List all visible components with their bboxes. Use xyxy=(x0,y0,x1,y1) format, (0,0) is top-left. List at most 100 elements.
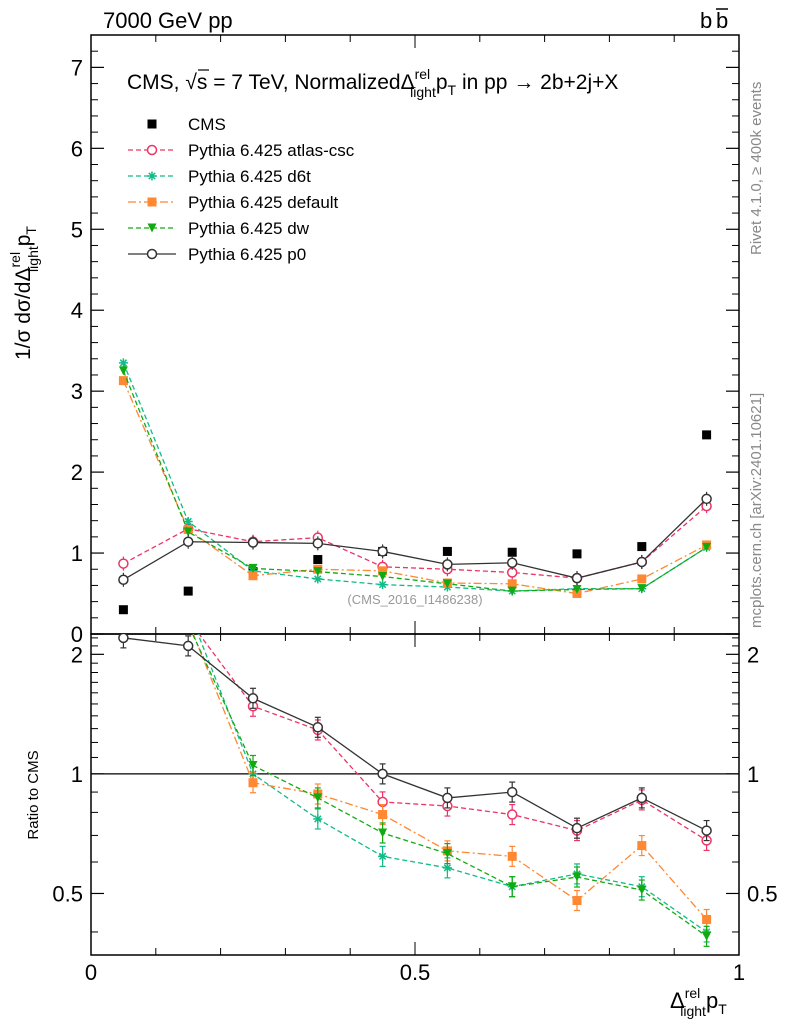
main-point-3-2 xyxy=(248,571,258,581)
ylabel-sub: light xyxy=(25,246,41,272)
main-point-5-3 xyxy=(312,538,324,549)
ratio-point-3-5 xyxy=(442,849,452,859)
header-process: b b xyxy=(700,8,728,33)
main-ytick-label-6: 6 xyxy=(71,136,83,161)
ratio-point-4-7 xyxy=(571,822,583,834)
main-point-4-7 xyxy=(572,584,582,594)
legend-marker-4 xyxy=(147,223,157,233)
main-point-5-9 xyxy=(701,493,712,505)
ratio-point-4-2 xyxy=(247,693,259,704)
main-point-1-0 xyxy=(118,558,129,569)
legend-entry-3: Pythia 6.425 default xyxy=(128,193,339,212)
main-series-line-4 xyxy=(122,370,707,592)
ratio-point-2-4 xyxy=(378,810,388,820)
main-series-4 xyxy=(118,366,712,596)
ratio-point-0-6 xyxy=(506,809,518,820)
main-point-3-8 xyxy=(637,574,647,584)
main-point-5-7 xyxy=(571,572,583,584)
ratio-data-layer xyxy=(118,634,712,947)
legend-label-3: Pythia 6.425 default xyxy=(188,193,339,212)
xlabel-sub: light xyxy=(680,1003,706,1019)
header-process-bbar: b xyxy=(716,8,728,33)
title-p: p xyxy=(436,71,448,94)
main-point-2-0-d2 xyxy=(119,359,128,367)
ratio-point-3-7 xyxy=(572,872,582,882)
main-point-4-4 xyxy=(378,572,388,582)
ratio-ytick-label-right-1: 1 xyxy=(747,762,759,787)
main-ytick-label-4: 4 xyxy=(71,298,83,323)
ratio-point-4-1 xyxy=(182,640,194,652)
ylabel-p: p xyxy=(12,235,35,247)
ratio-point-1-5 xyxy=(442,863,452,873)
xlabel-delta: Δ xyxy=(670,988,685,1013)
main-point-0-5 xyxy=(442,546,452,556)
main-point-4-9 xyxy=(702,542,712,552)
main-point-2-1 xyxy=(183,516,193,526)
legend-label-0: CMS xyxy=(188,115,226,134)
legend-label-2: Pythia 6.425 d6t xyxy=(188,167,311,186)
legend-entry-1: Pythia 6.425 atlas-csc xyxy=(128,141,355,160)
main-point-4-6 xyxy=(507,586,517,596)
main-point-2-4-d2 xyxy=(378,580,387,589)
main-ytick-label-5: 5 xyxy=(71,217,83,242)
ratio-series-line-3 xyxy=(191,634,707,937)
ratio-ylabel: Ratio to CMS xyxy=(25,750,42,839)
ylabel-p-sub: T xyxy=(23,226,39,235)
main-point-4-8 xyxy=(637,584,647,594)
legend-label-1: Pythia 6.425 atlas-csc xyxy=(188,141,355,160)
main-point-2-4 xyxy=(378,580,388,590)
main-series-line-2 xyxy=(122,362,707,592)
main-axes: 0 1 2 3 4 5 6 7 xyxy=(71,34,740,647)
ylabel-main: 1/σ dσ/dΔ xyxy=(12,268,35,361)
title-s-part: s = 7 TeV, Normalized xyxy=(197,71,401,94)
legend-label-4: Pythia 6.425 dw xyxy=(188,219,310,238)
ratio-series-0 xyxy=(198,634,712,852)
ratio-point-1-5-d2 xyxy=(443,864,452,872)
header-process-b: b xyxy=(700,8,712,33)
main-point-4-2 xyxy=(248,563,258,573)
main-point-5-0 xyxy=(118,574,129,586)
ratio-point-3-3 xyxy=(313,793,323,803)
ratio-point-3-2 xyxy=(248,760,258,770)
xlabel-sup: rel xyxy=(685,985,701,1001)
ratio-ytick-label-2: 2 xyxy=(71,642,83,667)
main-series-line-1 xyxy=(123,505,708,579)
main-point-0-3 xyxy=(313,555,323,565)
ratio-series-line-4 xyxy=(123,637,707,832)
ratio-point-3-9 xyxy=(702,931,712,941)
ratio-axes: 0.5 0.5 1 1 2 2 0 0.5 1 xyxy=(52,634,778,985)
title-sqrt: √ xyxy=(185,71,197,94)
main-point-0-7 xyxy=(572,549,582,559)
ratio-point-4-8 xyxy=(636,792,648,804)
main-point-5-2 xyxy=(247,537,259,548)
main-point-4-5 xyxy=(442,579,452,589)
main-point-2-3 xyxy=(313,574,323,584)
main-point-5-4 xyxy=(377,546,388,557)
legend: CMS Pythia 6.425 atlas-csc Pythia 6.425 d6… xyxy=(128,115,355,264)
main-series-0 xyxy=(118,430,712,615)
ratio-point-2-9 xyxy=(702,914,712,924)
ratio-point-2-8 xyxy=(637,841,647,851)
main-point-5-1 xyxy=(182,536,194,547)
ratio-series-line-2 xyxy=(192,634,708,920)
ratio-point-4-4 xyxy=(377,768,388,780)
ratio-series-2 xyxy=(192,634,712,931)
main-point-4-0 xyxy=(118,366,128,376)
legend-marker-2 xyxy=(147,171,157,181)
legend-label-5: Pythia 6.425 p0 xyxy=(188,245,306,264)
ratio-point-4-0 xyxy=(118,634,129,644)
title-sup: rel xyxy=(415,66,431,82)
legend-marker-1 xyxy=(146,144,158,156)
ratio-series-line-1 xyxy=(197,634,707,933)
title-prefix: CMS, xyxy=(127,71,185,94)
legend-marker-3 xyxy=(147,197,157,207)
ratio-point-3-8 xyxy=(637,885,647,895)
main-point-0-1 xyxy=(183,586,193,596)
title-suffix: in pp → 2b+2j+X xyxy=(456,71,618,94)
main-point-4-3 xyxy=(313,567,323,577)
ylabel-sup: rel xyxy=(7,252,23,268)
ratio-point-4-6 xyxy=(506,786,518,798)
ratio-point-2-6 xyxy=(507,851,517,861)
xlabel: Δrel lightpT xyxy=(670,985,727,1019)
